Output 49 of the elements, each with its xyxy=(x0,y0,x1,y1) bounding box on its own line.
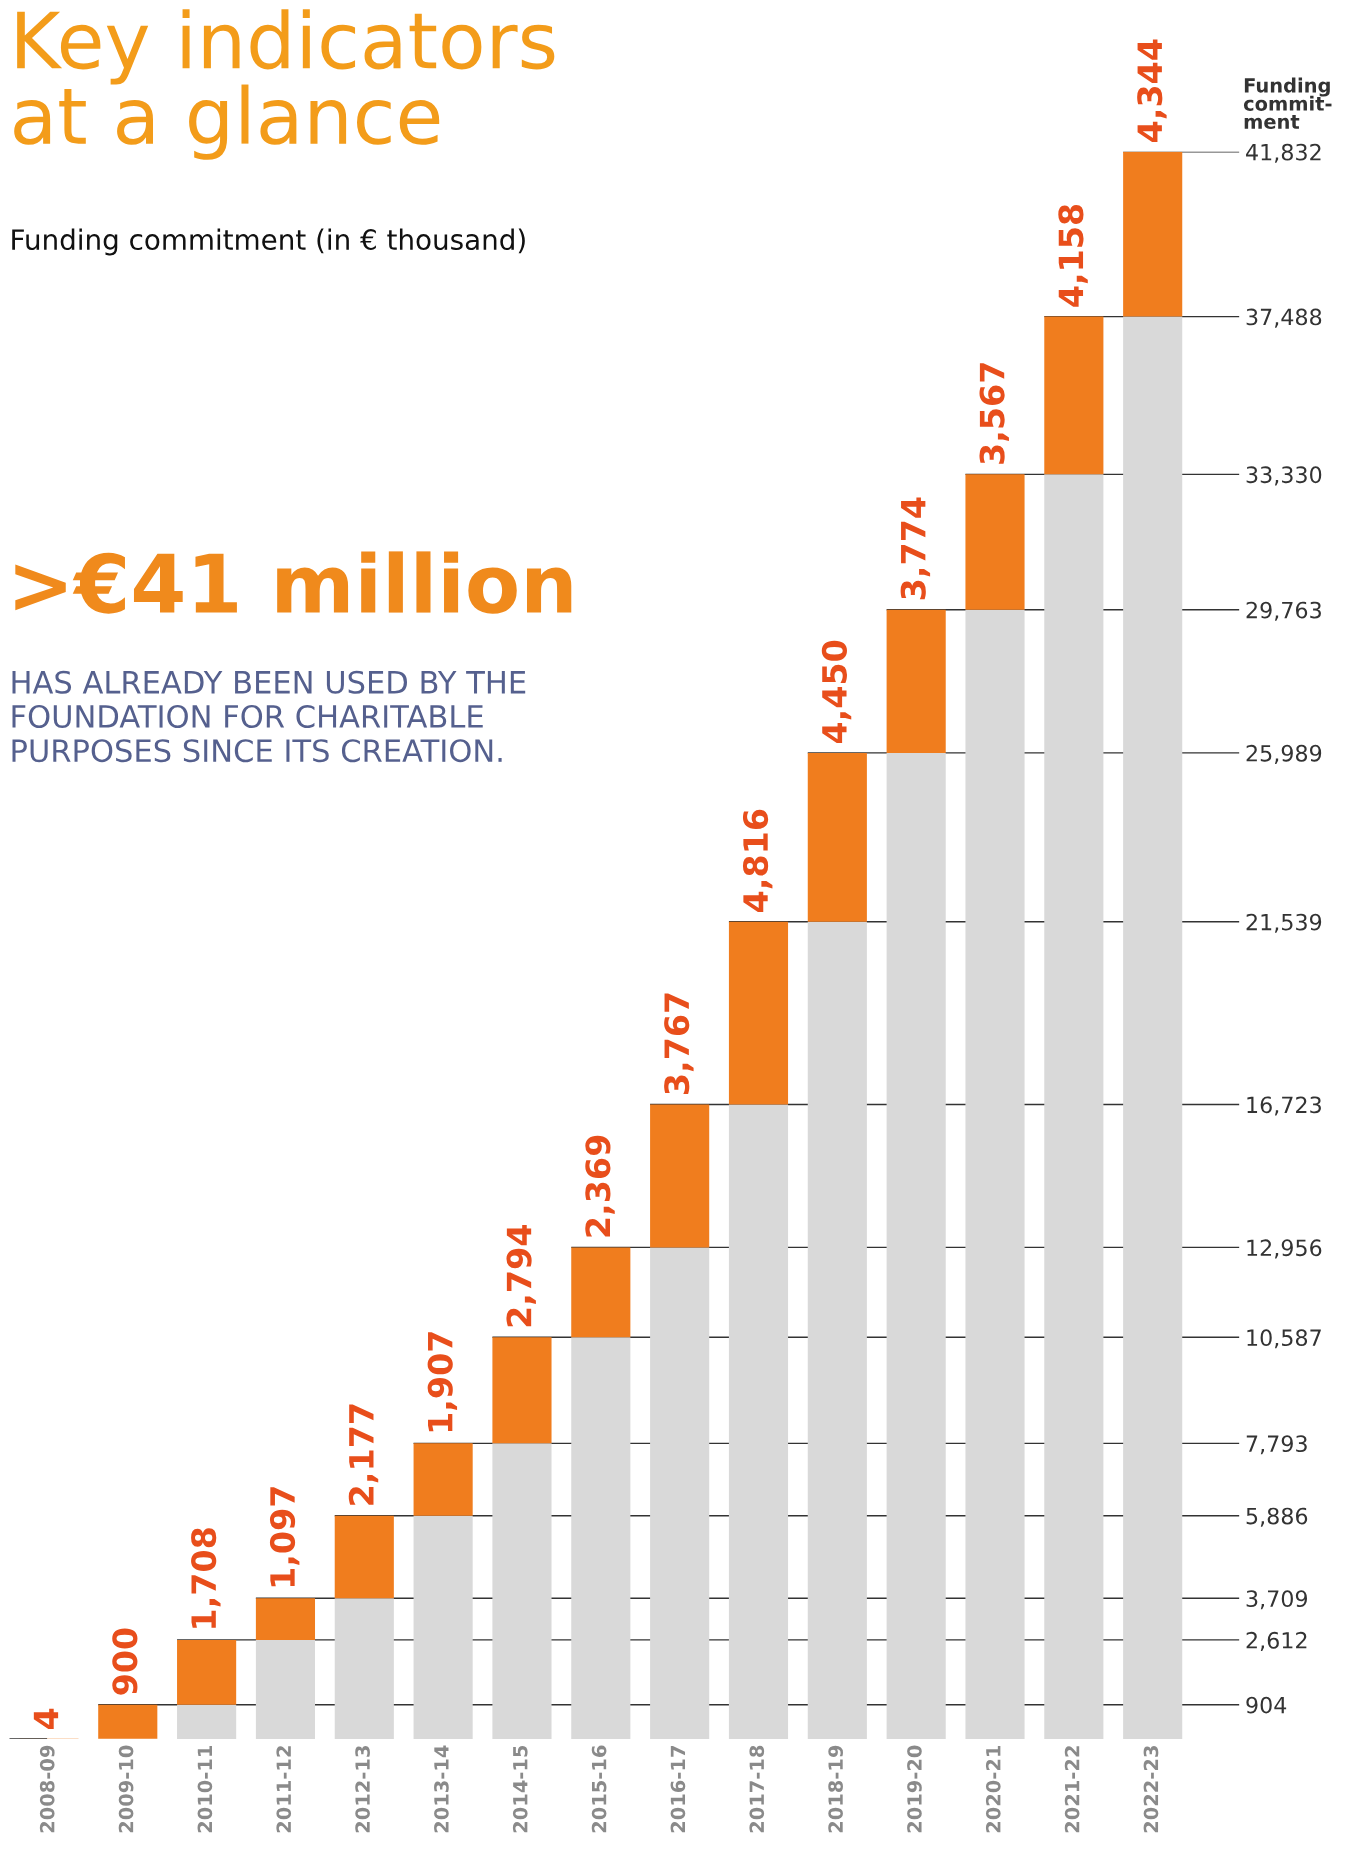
y-tick-label: 25,989 xyxy=(1246,744,1322,764)
data-label: 4,450 xyxy=(821,640,852,744)
y-tick-label: 904 xyxy=(1246,1696,1287,1714)
x-tick-label: 2021-22 xyxy=(1064,1746,1080,1833)
data-label: 3,774 xyxy=(900,497,931,600)
x-tick-label: 2014-15 xyxy=(512,1745,528,1833)
y-tick-label: 37,488 xyxy=(1246,308,1322,328)
x-tick-label: 2016-17 xyxy=(670,1746,686,1833)
y-tick-label: 29,763 xyxy=(1246,601,1321,621)
x-tick-label: 2008-09 xyxy=(39,1745,55,1833)
y-tick-label: 33,330 xyxy=(1246,466,1322,486)
y-tick-label: 5,886 xyxy=(1246,1507,1308,1527)
y-tick-label: 3,709 xyxy=(1246,1590,1308,1610)
annotation: >€41 million xyxy=(15,551,572,614)
y-tick-label: 10,587 xyxy=(1247,1329,1321,1349)
data-label: 3,767 xyxy=(664,993,694,1094)
y-tick-label: 7,793 xyxy=(1246,1435,1307,1455)
data-label: 900 xyxy=(112,1628,138,1695)
data-label: 4,344 xyxy=(1137,39,1167,142)
data-label: 4,158 xyxy=(1058,204,1088,307)
data-label: 2,177 xyxy=(348,1404,379,1505)
data-label: 2,369 xyxy=(585,1135,615,1237)
x-tick-label: 2012-13 xyxy=(355,1746,370,1833)
annotation: HAS ALREADY BEEN USED BY THE FOUNDATION FOR CHARITABLE PURPOSES SINCE ITS CREATION. xyxy=(12,670,526,763)
y-axis-title: Funding commit- ment xyxy=(1243,77,1332,129)
x-tick-label: 2017-18 xyxy=(749,1745,765,1833)
x-tick-label: 2009-10 xyxy=(118,1745,134,1833)
x-tick-label: 2015-16 xyxy=(591,1745,607,1833)
y-tick-label: 21,539 xyxy=(1246,913,1322,933)
x-tick-label: 2013-14 xyxy=(434,1745,449,1833)
data-label: 1,907 xyxy=(427,1332,458,1432)
x-tick-label: 2020-21 xyxy=(985,1745,1001,1833)
y-tick-label: 2,612 xyxy=(1246,1631,1307,1651)
x-tick-label: 2011-12 xyxy=(276,1746,292,1833)
data-label: 1,097 xyxy=(269,1487,300,1587)
x-tick-label: 2022-23 xyxy=(1143,1746,1159,1833)
x-tick-label: 2018-19 xyxy=(828,1745,843,1833)
text: Funding commitment (in € thousand) xyxy=(12,228,525,256)
x-tick-label: 2019-20 xyxy=(907,1745,922,1833)
data-label: 1,708 xyxy=(191,1528,221,1628)
y-tick-label: 16,723 xyxy=(1247,1096,1321,1116)
data-label: 2,794 xyxy=(506,1225,536,1327)
x-tick-label: 2010-11 xyxy=(197,1745,213,1833)
data-label: 3,567 xyxy=(979,363,1009,464)
chart-title: Key indicators at a glance xyxy=(14,9,555,160)
data-label: 4 xyxy=(33,1708,59,1730)
data-label: 4,816 xyxy=(742,809,773,912)
y-tick-label: 41,832 xyxy=(1246,143,1321,163)
y-tick-label: 12,956 xyxy=(1247,1239,1322,1259)
